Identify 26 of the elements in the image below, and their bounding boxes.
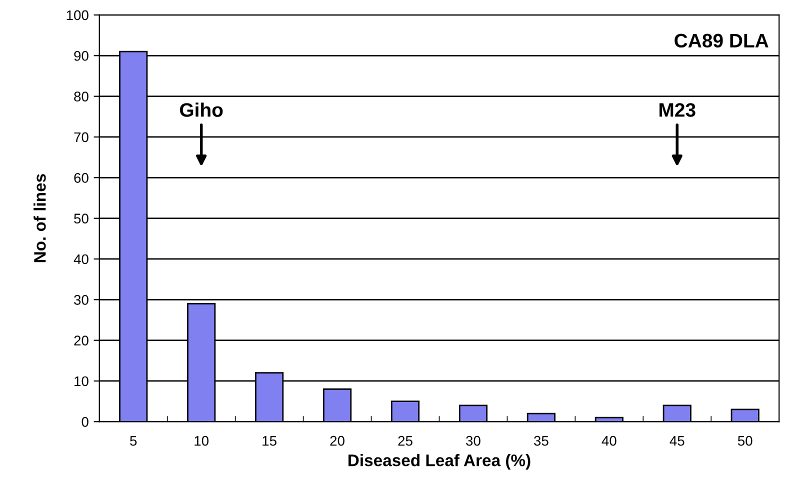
- y-tick-label: 70: [74, 132, 88, 142]
- y-tick-label: 60: [74, 172, 88, 183]
- y-tick-label: 90: [74, 50, 88, 61]
- y-tick-label: 30: [74, 294, 88, 305]
- annotation: Giho: [180, 102, 223, 117]
- x-tick-label: 45: [670, 436, 684, 446]
- y-tick-label: 40: [74, 254, 88, 264]
- x-tick-label: 10: [194, 436, 209, 446]
- x-tick-label: 30: [466, 436, 480, 446]
- annotation: M23: [660, 103, 696, 117]
- y-tick-label: 10: [74, 376, 88, 386]
- y-axis-title: No. of lines: [34, 174, 46, 262]
- x-tick-label: 15: [262, 436, 276, 446]
- y-tick-label: 20: [74, 336, 88, 346]
- x-tick-label: 25: [398, 436, 412, 446]
- x-tick-label: 50: [738, 436, 752, 446]
- x-tick-label: 5: [130, 436, 137, 446]
- x-tick-label: 35: [534, 436, 548, 446]
- text: CA89 DLA: [674, 34, 768, 48]
- y-tick-label: 100: [66, 10, 88, 20]
- y-tick-label: 0: [82, 416, 88, 427]
- x-tick-label: 20: [330, 436, 344, 446]
- y-tick-label: 50: [74, 214, 88, 224]
- x-axis-title: Diseased Leaf Area (%): [348, 454, 530, 470]
- y-tick-label: 80: [74, 92, 88, 102]
- x-tick-label: 40: [602, 436, 616, 446]
